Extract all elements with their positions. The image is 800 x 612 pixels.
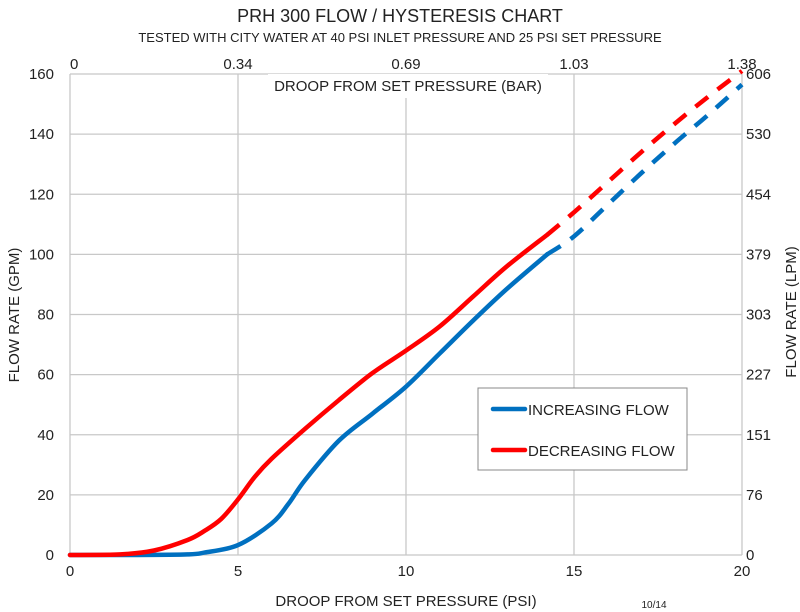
y-tick-label: 80 bbox=[37, 307, 54, 324]
y2-axis-label: FLOW RATE (LPM) bbox=[783, 246, 800, 377]
y-tick-label: 0 bbox=[46, 547, 54, 564]
series-line-decreasing-flow bbox=[67, 232, 550, 558]
x-tick-label: 10 bbox=[398, 563, 415, 580]
x2-tick-label: 0 bbox=[70, 56, 78, 73]
y2-tick-label: 227 bbox=[746, 367, 771, 384]
series-line-dashed-decreasing-flow bbox=[545, 69, 744, 237]
footer-code: 10/14 bbox=[641, 600, 666, 611]
x-axis-label: DROOP FROM SET PRESSURE (PSI) bbox=[275, 593, 536, 610]
y2-tick-label: 151 bbox=[746, 427, 771, 444]
y-tick-label: 60 bbox=[37, 367, 54, 384]
chart-title: PRH 300 FLOW / HYSTERESIS CHART bbox=[237, 6, 563, 26]
x-tick-label: 0 bbox=[66, 563, 74, 580]
y-tick-label: 140 bbox=[29, 126, 54, 143]
legend-box bbox=[477, 387, 688, 471]
y2-tick-label: 76 bbox=[746, 487, 763, 504]
x-tick-label: 15 bbox=[566, 563, 583, 580]
series-line-dashed-increasing-flow bbox=[545, 82, 744, 257]
y-tick-label: 120 bbox=[29, 186, 54, 203]
y2-tick-label: 303 bbox=[746, 307, 771, 324]
y2-tick-label: 379 bbox=[746, 246, 771, 263]
y-tick-label: 100 bbox=[29, 246, 54, 263]
y-tick-label: 20 bbox=[37, 487, 54, 504]
y2-tick-label: 530 bbox=[746, 126, 771, 143]
y-axis-label: FLOW RATE (GPM) bbox=[6, 248, 23, 383]
legend-label-decreasing: DECREASING FLOW bbox=[528, 443, 676, 460]
x2-axis-label: DROOP FROM SET PRESSURE (BAR) bbox=[274, 78, 542, 95]
series-lines bbox=[67, 69, 744, 558]
y-tick-label: 160 bbox=[29, 66, 54, 83]
x2-tick-label: 1.38 bbox=[727, 56, 756, 73]
series-line-increasing-flow bbox=[67, 252, 550, 558]
legend: INCREASING FLOW DECREASING FLOW bbox=[477, 387, 688, 471]
grid bbox=[69, 73, 743, 556]
y2-tick-label: 0 bbox=[746, 547, 754, 564]
x2-tick-label: 0.69 bbox=[391, 56, 420, 73]
x-tick-label: 5 bbox=[234, 563, 242, 580]
x2-label-background bbox=[268, 74, 548, 98]
x2-tick-label: 1.03 bbox=[559, 56, 588, 73]
chart-subtitle: TESTED WITH CITY WATER AT 40 PSI INLET P… bbox=[138, 30, 662, 45]
x-tick-label: 20 bbox=[734, 563, 751, 580]
y-tick-label: 40 bbox=[37, 427, 54, 444]
y2-tick-label: 606 bbox=[746, 66, 771, 83]
x2-tick-label: 0.34 bbox=[223, 56, 252, 73]
y2-tick-label: 454 bbox=[746, 186, 771, 203]
legend-label-increasing: INCREASING FLOW bbox=[528, 402, 670, 419]
